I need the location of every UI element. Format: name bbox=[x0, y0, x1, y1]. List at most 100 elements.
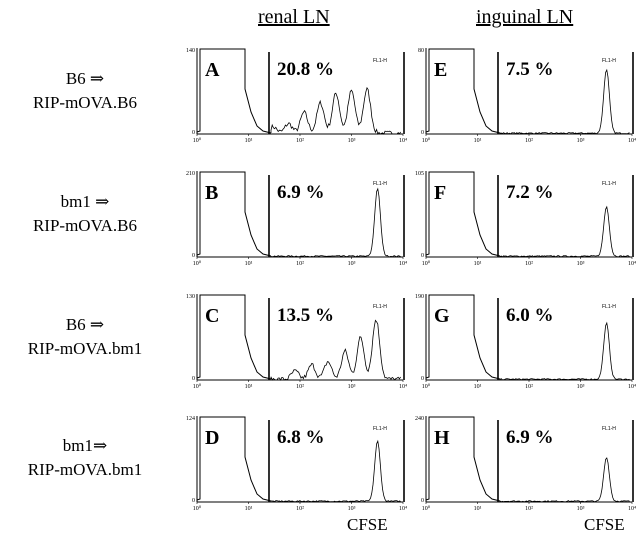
x-tick-label: 10³ bbox=[348, 261, 356, 267]
y-max-label: 105 bbox=[415, 171, 424, 177]
x-tick-label: 10⁴ bbox=[628, 138, 636, 144]
y-max-label: 80 bbox=[418, 48, 424, 54]
x-tick-label: 10⁴ bbox=[628, 261, 636, 267]
negative-peak bbox=[196, 171, 272, 257]
x-tick-label: 10⁴ bbox=[399, 138, 407, 144]
x-tick-label: 10³ bbox=[577, 506, 585, 512]
y-zero-label: 0 bbox=[192, 498, 195, 504]
row-label-1: B6 ⇒ RIP-mOVA.B6 bbox=[0, 67, 170, 115]
parameter-label: FL1-H bbox=[373, 58, 387, 64]
cfse-histogram-trace bbox=[499, 321, 630, 381]
negative-peak bbox=[196, 416, 272, 502]
negative-peak bbox=[425, 171, 501, 257]
x-tick-label: 10⁴ bbox=[399, 506, 407, 512]
cfse-histogram-trace bbox=[270, 439, 401, 503]
row-label-3: B6 ⇒ RIP-mOVA.bm1 bbox=[0, 313, 170, 361]
parameter-label: FL1-H bbox=[373, 181, 387, 187]
x-tick-label: 10⁰ bbox=[193, 137, 202, 144]
percentage-label: 7.5 % bbox=[506, 59, 554, 80]
row-label-line2: RIP-mOVA.B6 bbox=[32, 216, 138, 235]
x-tick-label: 10² bbox=[296, 261, 304, 267]
row-label-line1: B6 ⇒ bbox=[65, 315, 105, 334]
percentage-label: 6.8 % bbox=[277, 427, 325, 448]
x-tick-label: 10¹ bbox=[474, 138, 482, 144]
y-zero-label: 0 bbox=[192, 253, 195, 259]
y-max-label: 130 bbox=[186, 294, 195, 300]
percentage-label: 7.2 % bbox=[506, 182, 554, 203]
x-tick-label: 10¹ bbox=[245, 138, 253, 144]
x-tick-label: 10⁰ bbox=[422, 260, 431, 267]
column-heading-inguinal: inguinal LN bbox=[476, 6, 574, 28]
panel-letter: H bbox=[434, 427, 450, 449]
percentage-label: 6.0 % bbox=[506, 305, 554, 326]
x-tick-label: 10⁰ bbox=[193, 260, 202, 267]
x-tick-label: 10¹ bbox=[474, 506, 482, 512]
x-tick-label: 10² bbox=[525, 506, 533, 512]
x-tick-label: 10³ bbox=[577, 261, 585, 267]
y-zero-label: 0 bbox=[421, 253, 424, 259]
panel-letter: D bbox=[205, 427, 219, 449]
y-max-label: 124 bbox=[186, 416, 195, 422]
percentage-label: 13.5 % bbox=[277, 305, 334, 326]
x-tick-label: 10⁰ bbox=[422, 137, 431, 144]
parameter-label: FL1-H bbox=[602, 58, 616, 64]
y-zero-label: 0 bbox=[421, 498, 424, 504]
y-max-label: 240 bbox=[415, 416, 424, 422]
x-tick-label: 10³ bbox=[348, 138, 356, 144]
cfse-histogram-trace bbox=[499, 205, 630, 258]
x-tick-label: 10¹ bbox=[474, 261, 482, 267]
cfse-histogram-trace bbox=[270, 187, 401, 258]
x-tick-label: 10² bbox=[296, 384, 304, 390]
percentage-label: 6.9 % bbox=[277, 182, 325, 203]
negative-peak bbox=[425, 294, 501, 380]
x-tick-label: 10⁰ bbox=[193, 505, 202, 512]
x-tick-label: 10² bbox=[525, 384, 533, 390]
x-tick-label: 10³ bbox=[348, 384, 356, 390]
x-tick-label: 10¹ bbox=[245, 261, 253, 267]
cfse-histogram-trace bbox=[270, 86, 401, 135]
x-tick-label: 10⁴ bbox=[628, 384, 636, 390]
row-label-4: bm1⇒ RIP-mOVA.bm1 bbox=[0, 434, 170, 482]
percentage-label: 6.9 % bbox=[506, 427, 554, 448]
panel-letter: B bbox=[205, 182, 218, 204]
y-zero-label: 0 bbox=[421, 130, 424, 136]
panel-letter: C bbox=[205, 305, 219, 327]
negative-peak bbox=[425, 416, 501, 502]
y-zero-label: 0 bbox=[192, 376, 195, 382]
x-tick-label: 10¹ bbox=[474, 384, 482, 390]
y-zero-label: 0 bbox=[192, 130, 195, 136]
row-label-2: bm1 ⇒ RIP-mOVA.B6 bbox=[0, 190, 170, 238]
parameter-label: FL1-H bbox=[602, 426, 616, 432]
row-label-line1: bm1 ⇒ bbox=[60, 192, 110, 211]
cfse-histogram-trace bbox=[499, 68, 630, 135]
row-label-line2: RIP-mOVA.B6 bbox=[32, 93, 138, 112]
column-heading-renal: renal LN bbox=[258, 6, 330, 28]
x-axis-label-left: CFSE bbox=[347, 515, 388, 534]
y-zero-label: 0 bbox=[421, 376, 424, 382]
x-tick-label: 10³ bbox=[348, 506, 356, 512]
cfse-histogram-trace bbox=[270, 319, 401, 381]
y-max-label: 140 bbox=[186, 48, 195, 54]
row-label-line2: RIP-mOVA.bm1 bbox=[27, 339, 143, 358]
x-tick-label: 10² bbox=[525, 261, 533, 267]
x-axis-label-right: CFSE bbox=[584, 515, 625, 534]
panel-letter: G bbox=[434, 305, 450, 327]
x-tick-label: 10⁴ bbox=[628, 506, 636, 512]
x-tick-label: 10² bbox=[296, 506, 304, 512]
x-tick-label: 10⁴ bbox=[399, 384, 407, 390]
x-tick-label: 10¹ bbox=[245, 506, 253, 512]
negative-peak bbox=[425, 48, 501, 134]
parameter-label: FL1-H bbox=[602, 181, 616, 187]
x-tick-label: 10⁰ bbox=[422, 505, 431, 512]
percentage-label: 20.8 % bbox=[277, 59, 334, 80]
y-max-label: 210 bbox=[186, 171, 195, 177]
x-tick-label: 10³ bbox=[577, 138, 585, 144]
x-tick-label: 10⁰ bbox=[193, 383, 202, 390]
